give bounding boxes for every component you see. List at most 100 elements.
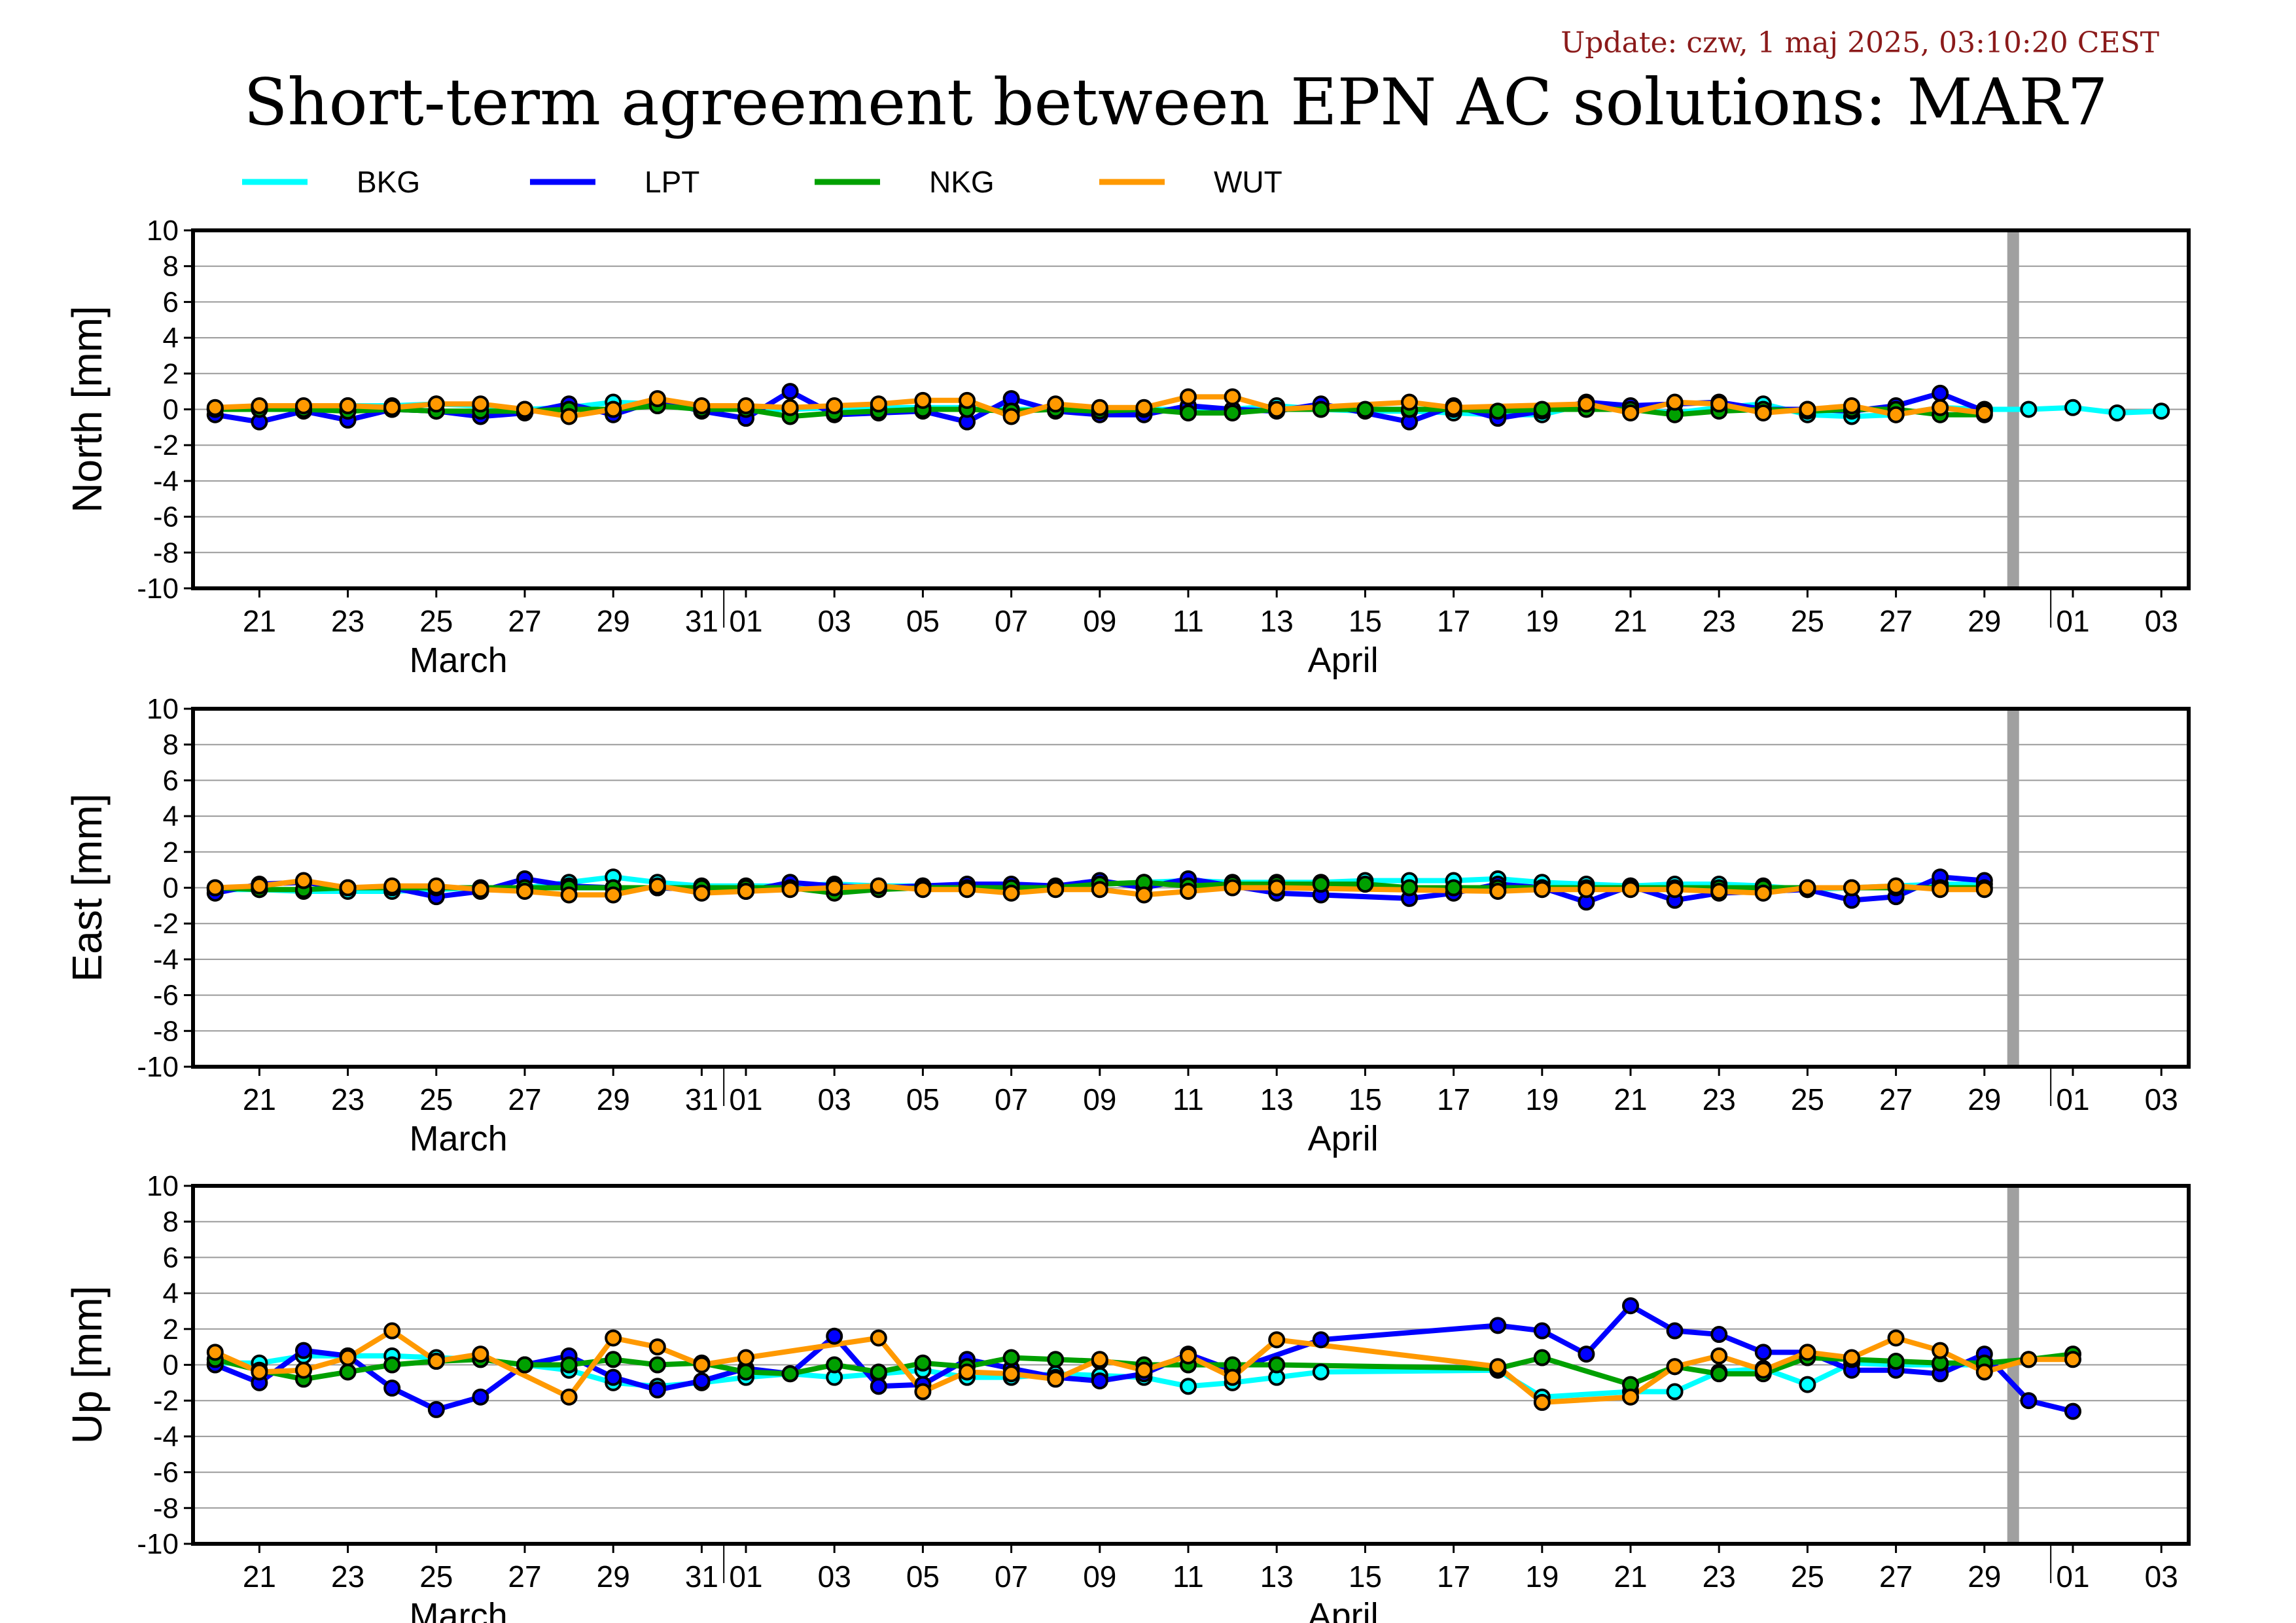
data-point-wut	[560, 886, 578, 904]
legend-label-nkg: NKG	[929, 165, 995, 199]
x-tick-label: 29	[597, 1560, 630, 1594]
x-tick-label: 23	[331, 1560, 364, 1594]
y-tick-label: 4	[163, 800, 179, 832]
data-point-lpt	[1622, 1297, 1639, 1315]
y-tick-label: 8	[163, 729, 179, 761]
data-point-wut	[1578, 395, 1595, 413]
data-point-wut	[1489, 882, 1507, 900]
x-tick-label: 23	[331, 1082, 364, 1116]
data-point-wut	[1047, 395, 1065, 413]
x-tick-label: 29	[597, 1082, 630, 1116]
data-point-lpt	[781, 383, 799, 401]
data-point-wut	[295, 872, 312, 889]
data-point-nkg	[1710, 1365, 1728, 1383]
plot-frame	[191, 228, 2191, 590]
data-point-wut	[1224, 1368, 1241, 1386]
data-point-wut	[472, 1346, 489, 1363]
data-point-wut	[1445, 399, 1462, 416]
data-point-wut	[251, 877, 268, 895]
x-tick-label: 27	[508, 1560, 541, 1594]
data-point-wut	[605, 886, 622, 904]
data-point-wut	[1180, 882, 1197, 900]
x-tick-label: 01	[2056, 604, 2089, 638]
x-tick-label: 17	[1437, 1082, 1470, 1116]
y-tick-label: 0	[163, 1349, 179, 1382]
x-tick-label: 05	[906, 604, 940, 638]
y-tick-label: -8	[153, 537, 179, 569]
data-point-wut	[737, 1349, 754, 1366]
plot-frame	[191, 707, 2191, 1069]
data-point-lpt	[427, 1400, 445, 1418]
data-point-nkg	[1356, 401, 1374, 418]
y-tick-label: 0	[163, 394, 179, 426]
y-tick-label: 0	[163, 872, 179, 904]
data-point-nkg	[1445, 879, 1462, 897]
data-point-lpt	[1754, 1344, 1772, 1361]
x-tick-label: 25	[419, 604, 453, 638]
data-point-nkg	[1312, 401, 1330, 418]
data-point-bkg	[1312, 1363, 1330, 1381]
x-tick-label: 01	[2056, 1560, 2089, 1594]
x-tick-label: 29	[1968, 1560, 2001, 1594]
x-tick-label: 15	[1349, 1082, 1382, 1116]
data-point-nkg	[1887, 1353, 1905, 1370]
data-point-nkg	[605, 1351, 622, 1368]
panel-north: 10 86 4 2 0-2 -4 -6 -8 -10 North [mm] 21 23 25 27 29 31…	[63, 215, 2191, 680]
data-point-wut	[737, 397, 754, 415]
y-tick-label: 4	[163, 1277, 179, 1310]
y-tick-label: -10	[137, 573, 179, 605]
x-tick-label: 25	[419, 1560, 453, 1594]
data-point-wut	[1975, 1363, 1993, 1381]
data-point-wut	[870, 395, 887, 413]
data-point-lpt	[1932, 384, 1949, 402]
x-tick-label: 21	[243, 604, 276, 638]
x-tick-label: 21	[1614, 1082, 1647, 1116]
data-point-wut	[427, 395, 445, 413]
data-point-wut	[339, 397, 357, 415]
data-point-wut	[1799, 401, 1816, 418]
data-point-nkg	[1533, 401, 1551, 418]
data-point-wut	[560, 408, 578, 425]
data-point-wut	[1180, 1347, 1197, 1364]
data-point-wut	[826, 879, 843, 897]
chart-title: Short-term agreement between EPN AC solu…	[243, 65, 2108, 140]
plot-frame	[191, 1184, 2191, 1546]
data-point-nkg	[737, 1363, 754, 1381]
data-point-wut	[1932, 399, 1949, 416]
data-point-lpt	[1578, 1346, 1595, 1363]
data-point-wut	[1887, 406, 1905, 423]
y-tick-label: 8	[163, 1206, 179, 1238]
data-point-wut	[1533, 1393, 1551, 1411]
x-tick-label: 31	[685, 1560, 718, 1594]
x-tick-label: 31	[685, 1082, 718, 1116]
x-tick-label: 21	[1614, 1560, 1647, 1594]
data-point-wut	[1622, 881, 1639, 899]
data-point-lpt	[870, 1378, 887, 1395]
data-point-wut	[1975, 881, 1993, 899]
data-point-wut	[914, 881, 932, 899]
y-tick-label: 6	[163, 1241, 179, 1274]
month-label: April	[1308, 1119, 1379, 1158]
data-point-wut	[1843, 1349, 1860, 1366]
data-point-wut	[472, 395, 489, 413]
y-tick-label: 2	[163, 1313, 179, 1346]
data-point-wut	[1666, 393, 1684, 411]
x-tick-label: 01	[729, 604, 762, 638]
data-point-wut	[206, 879, 224, 897]
x-tick-label: 25	[419, 1082, 453, 1116]
data-point-wut	[693, 397, 711, 415]
x-tick-label: 21	[1614, 604, 1647, 638]
data-point-nkg	[1224, 404, 1241, 421]
data-point-wut	[1843, 397, 1860, 415]
data-point-bkg	[2153, 402, 2170, 420]
data-point-wut	[1002, 884, 1020, 902]
x-tick-label: 09	[1083, 1082, 1116, 1116]
legend-label-wut: WUT	[1214, 165, 1282, 199]
y-tick-label: 2	[163, 358, 179, 390]
data-point-wut	[206, 1344, 224, 1361]
x-tick-label: 13	[1260, 1082, 1294, 1116]
data-point-lpt	[1710, 1326, 1728, 1344]
x-tick-label: 29	[1968, 604, 2001, 638]
data-point-wut	[1091, 1351, 1108, 1368]
x-tick-label: 07	[995, 604, 1028, 638]
